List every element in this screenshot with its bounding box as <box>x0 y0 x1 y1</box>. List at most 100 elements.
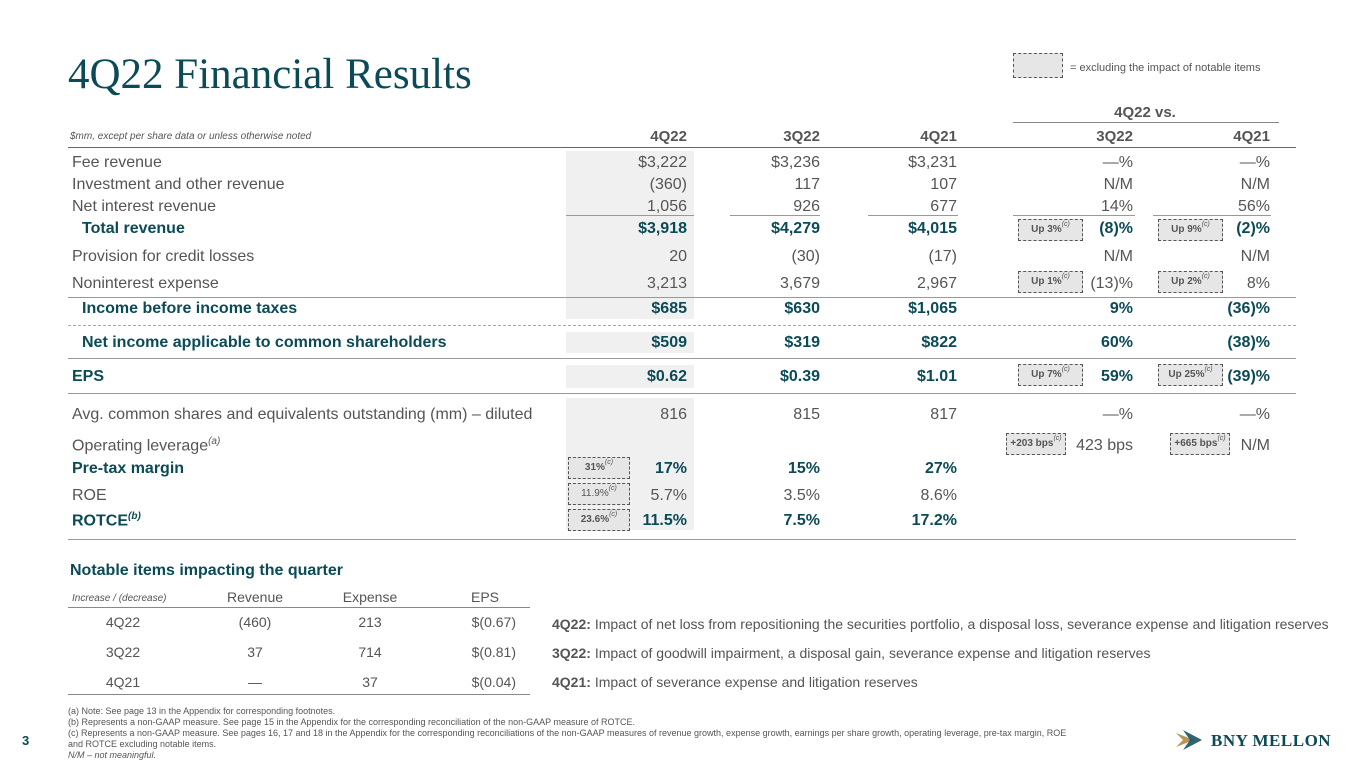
cell: 3.5% <box>783 487 820 504</box>
cell: 1,056 <box>646 198 687 215</box>
cell: 677 <box>930 198 957 215</box>
cell: —% <box>1102 154 1133 171</box>
notable-badge: 31%(c) <box>568 457 630 479</box>
row-label: ROTCE(b) <box>72 511 141 530</box>
col-header-vs-4q21: 4Q21 <box>1233 128 1270 145</box>
cell: 9% <box>1109 300 1133 317</box>
notable-badge: Up 1%(c) <box>1018 271 1083 293</box>
cell: $0.62 <box>646 368 687 385</box>
cell: 5.7% <box>650 487 687 504</box>
col-header-vs-3q22: 3Q22 <box>1096 128 1133 145</box>
notable-badge: +203 bps(c) <box>1006 433 1066 455</box>
notable-revenue: 37 <box>247 644 263 660</box>
notable-quarter: 3Q22 <box>105 644 141 660</box>
cell: N/M <box>1240 248 1270 265</box>
notable-badge: Up 7%(c) <box>1018 364 1083 386</box>
row-label: Net income applicable to common sharehol… <box>82 334 447 351</box>
cell: (36)% <box>1227 300 1270 317</box>
cell: —% <box>1239 406 1270 423</box>
notable-col-note: Increase / (decrease) <box>72 593 167 604</box>
comparison-header: 4Q22 vs. <box>1114 104 1176 121</box>
subtotal-rule <box>566 215 694 216</box>
cell: 11.5% <box>642 512 687 529</box>
comparison-underline <box>1013 122 1279 123</box>
cell: 60% <box>1100 334 1133 351</box>
cell: $1.01 <box>916 368 957 385</box>
notable-badge: Up 3%(c) <box>1018 219 1083 241</box>
cell: —% <box>1102 406 1133 423</box>
notable-expense: 714 <box>358 644 382 660</box>
notable-description: 4Q22: Impact of net loss from reposition… <box>552 616 1329 632</box>
col-header-3q22: 3Q22 <box>783 128 820 145</box>
notable-col-revenue: Revenue <box>226 589 284 605</box>
cell: (38)% <box>1227 334 1270 351</box>
row-rule <box>68 539 1296 540</box>
cell: 8.6% <box>920 487 957 504</box>
cell: 27% <box>924 460 957 477</box>
subtotal-rule <box>868 215 958 216</box>
cell: 15% <box>787 460 820 477</box>
cell: 3,213 <box>646 275 687 292</box>
notable-badge: +665 bps(c) <box>1170 433 1230 455</box>
row-rule <box>68 358 1296 359</box>
notable-eps: $(0.67) <box>471 614 516 630</box>
row-label: EPS <box>72 368 105 385</box>
shade-4q22-b <box>566 332 694 353</box>
row-label: Avg. common shares and equivalents outst… <box>72 406 533 423</box>
cell: 56% <box>1237 198 1270 215</box>
cell: $3,231 <box>908 154 957 171</box>
footnote-c-line1: (c) Represents a non-GAAP measure. See p… <box>68 728 1067 738</box>
cell: $3,222 <box>638 154 687 171</box>
subtotal-rule <box>1013 215 1135 216</box>
footnote-a: (a) Note: See page 13 in the Appendix fo… <box>68 706 336 716</box>
row-label: Pre-tax margin <box>72 460 185 477</box>
footnote-b: (b) Represents a non-GAAP measure. See p… <box>68 717 635 727</box>
cell: 107 <box>930 176 957 193</box>
cell: (17) <box>928 248 957 265</box>
notable-badge: 23.6%(c) <box>568 509 630 531</box>
cell: 7.5% <box>783 512 820 529</box>
notable-revenue: — <box>248 674 262 690</box>
notable-quarter: 4Q22 <box>105 614 141 630</box>
cell: $509 <box>651 334 687 351</box>
page-title: 4Q22 Financial Results <box>68 51 472 98</box>
unit-note: $mm, except per share data or unless oth… <box>70 131 312 142</box>
cell: N/M <box>1240 437 1270 454</box>
cell: 816 <box>660 406 687 423</box>
notable-eps: $(0.04) <box>471 674 516 690</box>
cell: $3,918 <box>638 220 687 237</box>
legend-swatch <box>1013 53 1063 78</box>
subtotal-rule <box>1153 215 1271 216</box>
notable-description: 3Q22: Impact of goodwill impairment, a d… <box>552 645 1151 661</box>
row-label: Provision for credit losses <box>72 248 255 265</box>
cell: (8)% <box>1099 220 1133 237</box>
row-label: ROE <box>72 487 107 504</box>
footnote-nm: N/M – not meaningful. <box>68 750 157 760</box>
cell: 423 bps <box>1076 437 1133 454</box>
row-label: Net interest revenue <box>72 198 217 215</box>
cell: $630 <box>784 300 820 317</box>
cell: N/M <box>1240 176 1270 193</box>
notable-badge: Up 25%(c) <box>1158 364 1223 386</box>
cell: 20 <box>669 248 687 265</box>
notable-col-eps: EPS <box>470 589 499 605</box>
cell: 8% <box>1246 275 1270 292</box>
footnote-c-line2: and ROTCE excluding notable items. <box>68 739 217 749</box>
notable-eps: $(0.81) <box>471 644 516 660</box>
cell: N/M <box>1103 248 1133 265</box>
notable-bottom-rule <box>68 694 530 695</box>
cell: $822 <box>921 334 957 351</box>
row-rule-dashed <box>68 325 1296 326</box>
row-rule <box>68 393 1296 394</box>
shade-4q22-c <box>566 365 694 388</box>
cell: $3,236 <box>771 154 820 171</box>
notable-badge: Up 2%(c) <box>1158 271 1223 293</box>
notable-expense: 37 <box>362 674 378 690</box>
cell: 59% <box>1100 368 1133 385</box>
cell: (2)% <box>1236 220 1270 237</box>
notable-badge: 11.9%(c) <box>568 483 630 505</box>
row-label: Total revenue <box>82 220 185 237</box>
row-rule <box>68 297 1296 298</box>
notable-quarter: 4Q21 <box>105 674 141 690</box>
notable-header-rule <box>68 607 530 608</box>
